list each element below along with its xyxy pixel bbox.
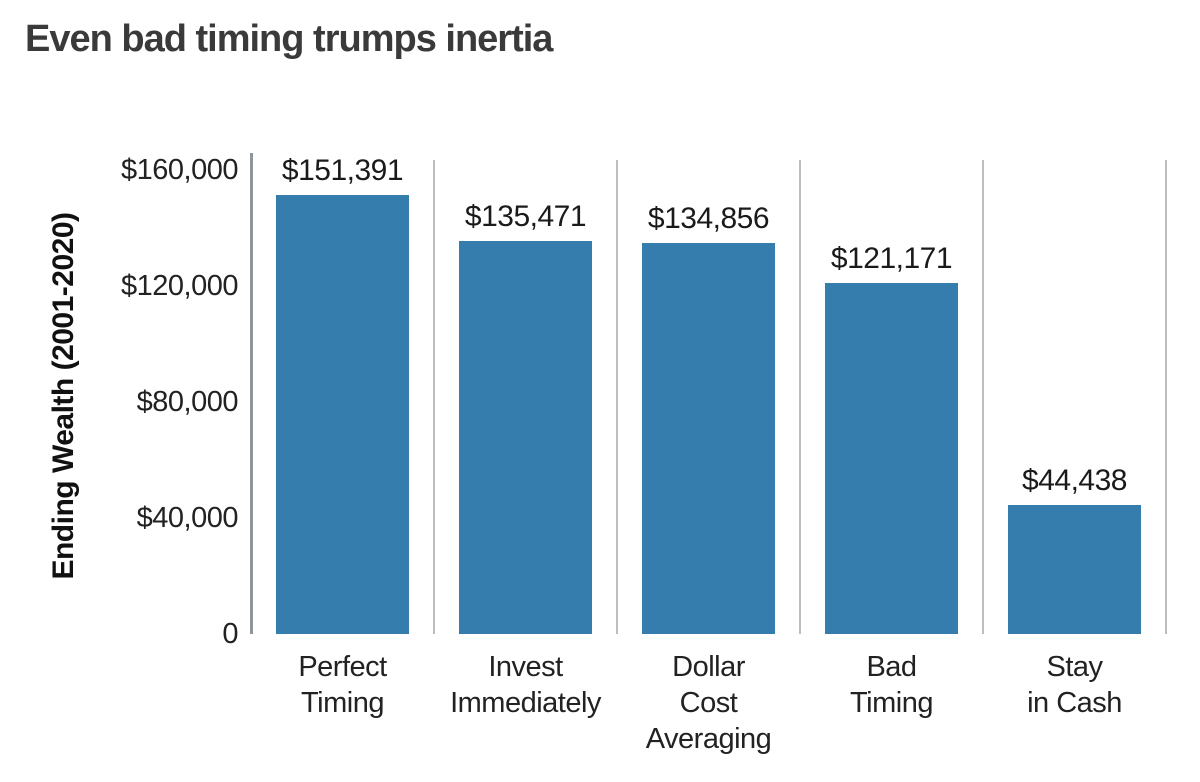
gridline: [1165, 160, 1167, 634]
x-category-line: Bad: [866, 651, 917, 683]
bar: [825, 282, 958, 634]
x-category-line: Stay: [1046, 651, 1103, 683]
chart-title: Even bad timing trumps inertia: [25, 18, 553, 60]
x-category-line: Averaging: [645, 723, 772, 755]
x-category-label: Stay in Cash: [980, 649, 1170, 721]
x-category-line: Cost: [679, 687, 738, 719]
bar-value-label: $134,856: [647, 201, 770, 235]
bar-value-label: $151,391: [281, 153, 404, 187]
y-tick-label: $120,000: [121, 270, 238, 302]
y-axis-line: [250, 153, 253, 634]
gridline: [799, 160, 801, 634]
bar-value-label: $44,438: [1022, 464, 1127, 498]
x-category-line: Dollar: [672, 651, 745, 683]
gridline: [616, 160, 618, 634]
x-category-label: Dollar Cost Averaging: [614, 649, 804, 757]
y-tick-label: 0: [222, 618, 238, 650]
x-category-label: Bad Timing: [797, 649, 987, 721]
bar: [1008, 505, 1141, 634]
bar: [642, 242, 775, 634]
x-category-label: Invest Immediately: [431, 649, 621, 721]
y-axis-label: Ending Wealth (2001-2020): [47, 212, 80, 580]
bar-value-label: $121,171: [830, 241, 953, 275]
x-category-line: Perfect: [298, 651, 387, 683]
x-category-line: Immediately: [450, 687, 601, 719]
y-tick-label: $160,000: [121, 154, 238, 186]
x-category-line: Timing: [850, 687, 933, 719]
y-tick-label: $40,000: [136, 502, 239, 534]
gridline: [433, 160, 435, 634]
x-category-line: in Cash: [1027, 687, 1122, 719]
bar-value-label: $135,471: [464, 200, 587, 234]
bar: [276, 194, 409, 634]
gridline: [982, 160, 984, 634]
x-category-line: Timing: [301, 687, 384, 719]
bar: [459, 241, 592, 634]
x-category-label: Perfect Timing: [248, 649, 438, 721]
x-category-line: Invest: [488, 651, 563, 683]
y-tick-label: $80,000: [136, 386, 239, 418]
